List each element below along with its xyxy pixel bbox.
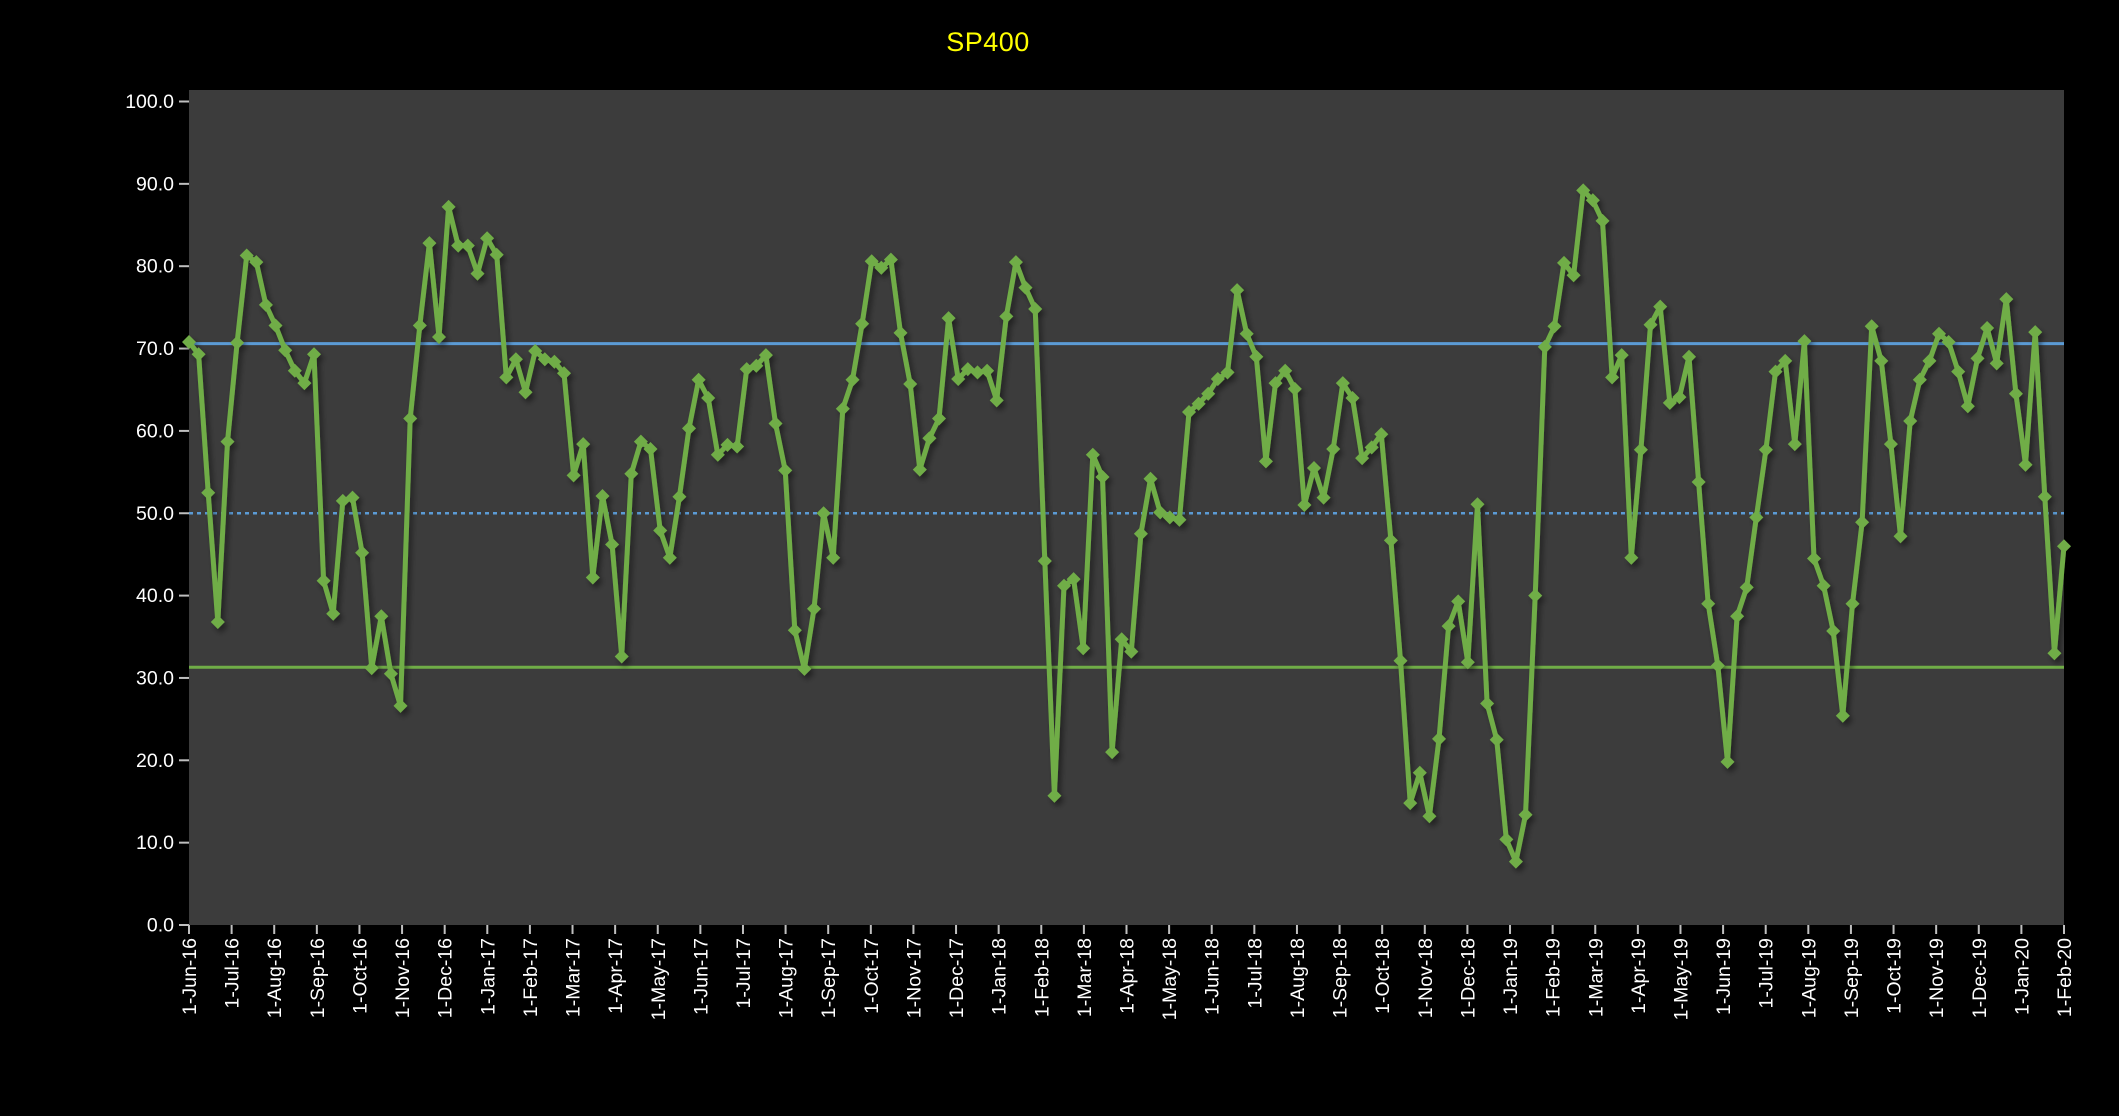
y-axis-tick-label: 90.0	[136, 173, 174, 195]
x-axis-tick-label: 1-Mar-17	[563, 938, 585, 1017]
x-axis-tick-label: 1-Jul-19	[1756, 938, 1778, 1008]
x-axis-tick-label: 1-Oct-16	[349, 938, 371, 1014]
x-axis-tick-label: 1-Jan-18	[989, 938, 1011, 1015]
x-axis-tick-label: 1-Feb-19	[1543, 938, 1565, 1017]
x-axis-tick-label: 1-Oct-17	[861, 938, 883, 1014]
x-axis-tick-label: 1-Feb-20	[2054, 938, 2076, 1017]
x-axis-tick-label: 1-May-17	[648, 938, 670, 1020]
x-axis-tick-label: 1-Dec-16	[435, 938, 457, 1018]
x-axis-tick-label: 1-Jan-17	[477, 938, 499, 1015]
x-axis-tick-label: 1-Jan-20	[2011, 938, 2033, 1015]
y-axis-tick-label: 30.0	[136, 667, 174, 689]
y-axis-tick-label: 60.0	[136, 420, 174, 442]
y-axis-tick-label: 10.0	[136, 832, 174, 854]
x-axis-tick-label: 1-Nov-16	[392, 938, 414, 1018]
x-axis-tick-label: 1-Jan-19	[1500, 938, 1522, 1015]
x-axis-tick-label: 1-Dec-19	[1969, 938, 1991, 1018]
x-axis-tick-label: 1-Mar-19	[1585, 938, 1607, 1017]
chart-title: SP400	[946, 27, 1030, 57]
x-axis-tick-label: 1-Oct-19	[1884, 938, 1906, 1014]
y-axis-tick-label: 20.0	[136, 750, 174, 772]
y-axis-tick-label: 0.0	[147, 915, 174, 937]
x-axis-tick-label: 1-Jun-19	[1713, 938, 1735, 1015]
x-axis-tick-label: 1-Dec-18	[1457, 938, 1479, 1018]
x-axis-tick-label: 1-Aug-18	[1287, 938, 1309, 1018]
x-axis-tick-label: 1-Dec-17	[946, 938, 968, 1018]
x-axis-tick-label: 1-Jul-17	[733, 938, 755, 1008]
y-axis-tick-label: 70.0	[136, 338, 174, 360]
y-axis-tick-label: 40.0	[136, 585, 174, 607]
x-axis-tick-label: 1-Apr-17	[605, 938, 627, 1014]
plot-area	[189, 90, 2064, 925]
series-line	[186, 187, 2067, 865]
x-axis-tick-label: 1-Apr-18	[1117, 938, 1139, 1014]
y-axis-tick-label: 80.0	[136, 256, 174, 278]
x-axis-tick-label: 1-Sep-17	[818, 938, 840, 1018]
y-axis-tick-label: 100.0	[125, 91, 174, 113]
x-axis-tick-label: 1-May-19	[1670, 938, 1692, 1020]
y-axis-tick-label: 50.0	[136, 503, 174, 525]
series-SP400	[182, 183, 2071, 869]
x-axis-tick-label: 1-Sep-18	[1330, 938, 1352, 1018]
x-axis-tick-label: 1-Jun-17	[690, 938, 712, 1015]
x-axis-tick-label: 1-Jun-18	[1202, 938, 1224, 1015]
x-axis-tick-label: 1-Feb-18	[1031, 938, 1053, 1017]
x-axis-tick-label: 1-Nov-18	[1415, 938, 1437, 1018]
x-axis-tick-label: 1-Oct-18	[1372, 938, 1394, 1014]
x-axis-tick-label: 1-Mar-18	[1074, 938, 1096, 1017]
x-axis-tick-label: 1-May-18	[1159, 938, 1181, 1020]
x-axis-tick-label: 1-Aug-17	[776, 938, 798, 1018]
x-axis-tick-label: 1-Jun-16	[179, 938, 201, 1015]
x-axis-tick-label: 1-Sep-16	[307, 938, 329, 1018]
x-axis-tick-label: 1-Apr-19	[1628, 938, 1650, 1014]
x-axis-tick-label: 1-Feb-17	[520, 938, 542, 1017]
x-axis-tick-label: 1-Aug-16	[264, 938, 286, 1018]
x-axis-tick-label: 1-Nov-17	[903, 938, 925, 1018]
x-axis-tick-label: 1-Nov-19	[1926, 938, 1948, 1018]
x-axis-tick-label: 1-Jul-18	[1244, 938, 1266, 1008]
x-axis-tick-label: 1-Jul-16	[222, 938, 244, 1008]
x-axis-tick-label: 1-Sep-19	[1841, 938, 1863, 1018]
x-axis-tick-label: 1-Aug-19	[1798, 938, 1820, 1018]
